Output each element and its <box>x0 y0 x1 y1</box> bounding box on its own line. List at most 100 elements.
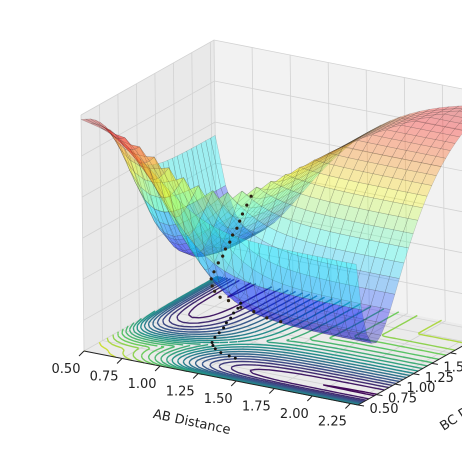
surface-patch <box>274 204 290 219</box>
surface-patch <box>308 158 324 170</box>
surface-patch <box>250 204 267 218</box>
x-tick-mark <box>78 350 85 357</box>
surface-patch <box>109 133 126 150</box>
surface-patch <box>395 113 411 120</box>
surface-patch <box>243 280 260 309</box>
surface-patch <box>316 256 333 305</box>
surface-patch <box>391 131 407 142</box>
surface-patch <box>85 118 101 126</box>
x-tick-label: 2.00 <box>280 407 309 422</box>
surface-patch <box>193 196 209 214</box>
surface-patch <box>231 225 248 239</box>
surface-patch <box>178 189 194 208</box>
surface-patch <box>356 331 372 344</box>
surface-patch <box>172 155 188 208</box>
x-tick-mark <box>230 380 237 387</box>
surface-patch <box>278 312 294 324</box>
surface-patch <box>327 151 343 163</box>
surface-patch <box>299 166 314 179</box>
surface-patch <box>352 140 368 152</box>
surface-patch <box>158 210 175 240</box>
surface-patch <box>434 111 450 115</box>
surface-patch <box>168 193 185 212</box>
surface-patch <box>332 334 348 338</box>
surface-patch <box>391 148 407 160</box>
surface-patch <box>143 164 160 212</box>
surface-patch <box>388 201 404 217</box>
surface-patch <box>294 163 310 173</box>
surface-patch <box>251 186 267 207</box>
surface-patch <box>207 246 224 255</box>
surface-patch <box>301 274 317 294</box>
surface-patch <box>305 196 321 213</box>
surface-patch <box>159 195 175 218</box>
trajectory-floor-point <box>219 351 223 355</box>
surface-patch <box>335 233 351 252</box>
surface-patch <box>284 193 300 208</box>
surface-patch <box>246 219 262 234</box>
surface-patch <box>312 330 328 334</box>
surface-patch <box>138 162 155 210</box>
surface-patch <box>100 127 116 138</box>
surface-patch <box>280 180 295 193</box>
surface-patch <box>202 247 219 255</box>
surface-patch <box>218 240 234 266</box>
trajectory-point <box>209 277 213 281</box>
surface-patch <box>168 167 185 186</box>
surface-patch <box>279 202 295 216</box>
surface-patch <box>294 173 310 186</box>
surface-patch <box>258 242 274 291</box>
surface-patch <box>188 252 204 258</box>
grid-line-z <box>82 203 462 280</box>
surface-patch <box>144 156 160 170</box>
surface-patch <box>263 293 279 310</box>
surface-patch <box>242 212 258 235</box>
y-tick-mark <box>394 383 402 386</box>
surface-patch <box>179 231 195 255</box>
surface-patch <box>237 190 253 213</box>
surface-patch <box>119 137 136 150</box>
surface-patch <box>144 171 161 196</box>
surface-patch <box>336 260 353 309</box>
surface-patch <box>412 194 428 209</box>
surface-patch <box>366 125 382 134</box>
trajectory-point <box>231 233 235 237</box>
surface-patch <box>314 172 330 188</box>
surface-patch <box>228 252 244 276</box>
surface-patch <box>233 274 249 294</box>
surface-patch <box>163 180 180 198</box>
surface-patch <box>458 109 462 112</box>
surface-patch <box>410 120 426 130</box>
surface-patch <box>214 263 230 294</box>
surface-patch <box>391 119 406 125</box>
surface-patch <box>260 206 276 221</box>
surface-patch <box>173 234 190 246</box>
x-tick-mark <box>268 388 275 394</box>
surface-patch <box>260 217 276 231</box>
surface-patch <box>248 299 264 313</box>
surface-patch <box>105 128 121 141</box>
surface-patch <box>163 232 180 246</box>
surface-patch <box>179 210 195 236</box>
surface-patch <box>454 105 462 109</box>
surface-patch <box>307 254 323 303</box>
surface-patch <box>398 231 414 249</box>
surface-patch <box>312 308 328 324</box>
trajectory-point <box>216 261 220 265</box>
surface-patch <box>282 300 298 316</box>
surface-patch <box>332 144 348 155</box>
surface-patch <box>209 275 225 294</box>
surface-patch <box>247 233 263 256</box>
grid-line-x <box>198 62 332 374</box>
surface-patch <box>280 176 295 187</box>
trajectory-floor-point <box>229 316 233 320</box>
surface-patch <box>173 238 190 254</box>
trajectory-point <box>228 240 232 244</box>
surface-patch <box>134 181 150 212</box>
surface-patch <box>157 161 174 213</box>
surface-patch <box>164 196 180 218</box>
surface-patch <box>345 268 361 287</box>
surface-patch <box>287 250 304 298</box>
surface-patch <box>289 180 305 194</box>
surface-patch <box>149 177 166 199</box>
